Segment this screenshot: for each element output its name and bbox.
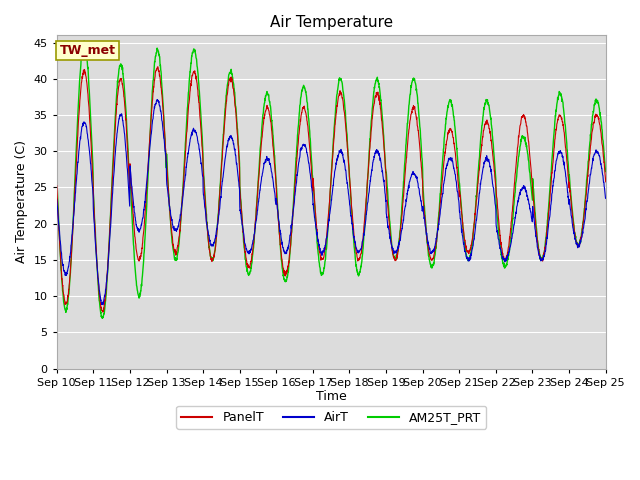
AM25T_PRT [207,253,214,259]
AM25T_PRT [554,95,561,100]
PanelT [99,309,107,315]
AirT [154,96,161,102]
AM25T_PRT [492,165,499,170]
PanelT [554,116,561,122]
AirT [554,153,561,158]
PanelT [360,230,367,236]
AM25T_PRT [99,315,106,321]
AM25T_PRT [602,168,609,174]
AirT [99,302,107,308]
Text: TW_met: TW_met [60,44,115,57]
PanelT [154,64,162,70]
PanelT [569,216,577,222]
PanelT [348,202,355,208]
AirT [207,240,214,246]
PanelT [53,183,61,189]
PanelT [602,179,609,185]
X-axis label: Time: Time [316,390,347,403]
AM25T_PRT [81,38,88,44]
Y-axis label: Air Temperature (C): Air Temperature (C) [15,141,28,264]
PanelT [207,253,214,259]
AirT [602,195,609,201]
Line: AirT: AirT [57,99,605,305]
AirT [360,236,367,241]
Title: Air Temperature: Air Temperature [269,15,393,30]
AirT [53,196,61,202]
AM25T_PRT [53,173,61,179]
AirT [348,216,355,221]
Line: PanelT: PanelT [57,67,605,312]
AM25T_PRT [569,215,577,221]
AM25T_PRT [360,241,367,247]
AirT [569,225,577,231]
AM25T_PRT [348,206,355,212]
Legend: PanelT, AirT, AM25T_PRT: PanelT, AirT, AM25T_PRT [176,406,486,429]
AirT [492,201,499,206]
Line: AM25T_PRT: AM25T_PRT [57,41,605,318]
PanelT [492,176,499,182]
